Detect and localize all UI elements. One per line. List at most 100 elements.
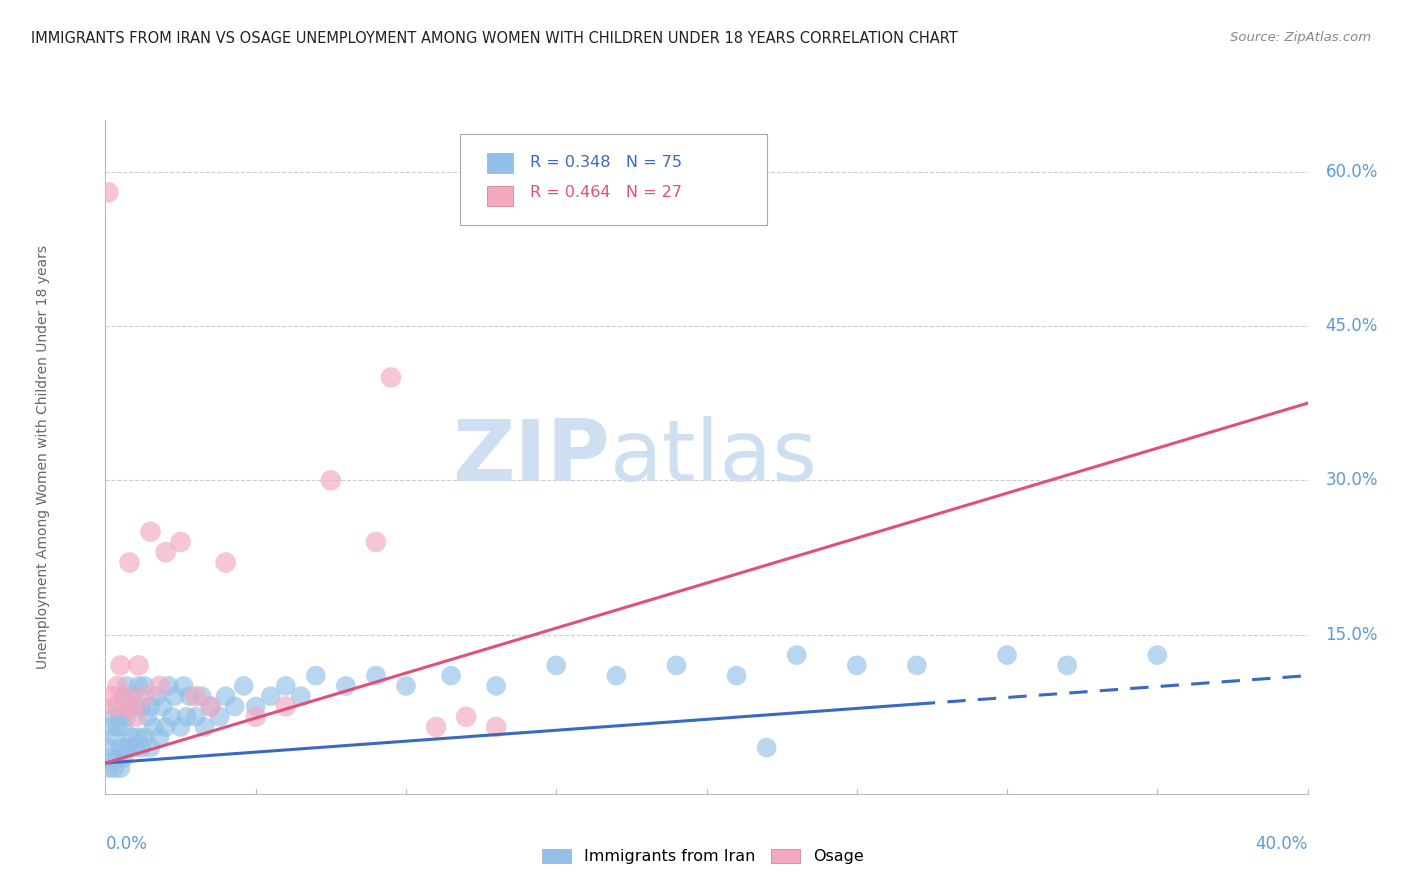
Point xyxy=(107,699,129,714)
Point xyxy=(179,689,201,703)
Point xyxy=(110,761,132,775)
Point xyxy=(425,720,447,734)
Point xyxy=(364,668,387,682)
Point xyxy=(107,720,129,734)
Point xyxy=(103,761,125,775)
Point xyxy=(755,740,778,755)
Point xyxy=(139,740,162,755)
Point xyxy=(100,751,122,765)
Point xyxy=(224,699,246,714)
Point xyxy=(103,710,125,724)
Point xyxy=(145,689,167,703)
Point xyxy=(115,710,138,724)
Point xyxy=(107,679,129,693)
Point xyxy=(118,699,141,714)
Point xyxy=(200,699,222,714)
Point xyxy=(110,710,132,724)
Point xyxy=(160,710,183,724)
Point xyxy=(169,720,191,734)
Point xyxy=(214,556,236,570)
Point xyxy=(245,710,267,724)
FancyBboxPatch shape xyxy=(460,134,766,225)
Point xyxy=(184,710,207,724)
Text: IMMIGRANTS FROM IRAN VS OSAGE UNEMPLOYMENT AMONG WOMEN WITH CHILDREN UNDER 18 YE: IMMIGRANTS FROM IRAN VS OSAGE UNEMPLOYME… xyxy=(31,31,957,46)
Point xyxy=(163,689,186,703)
Text: R = 0.348   N = 75: R = 0.348 N = 75 xyxy=(530,154,682,169)
Point xyxy=(274,699,297,714)
Point xyxy=(115,689,138,703)
Point xyxy=(112,751,135,765)
Point xyxy=(319,473,342,487)
Legend: Immigrants from Iran, Osage: Immigrants from Iran, Osage xyxy=(536,842,870,871)
Point xyxy=(184,689,207,703)
Text: Unemployment Among Women with Children Under 18 years: Unemployment Among Women with Children U… xyxy=(37,245,51,669)
Point xyxy=(995,648,1018,662)
Point xyxy=(214,689,236,703)
Point xyxy=(364,535,387,549)
Point xyxy=(103,731,125,745)
Point xyxy=(173,679,195,693)
Point xyxy=(118,740,141,755)
Point xyxy=(121,731,143,745)
Point xyxy=(200,699,222,714)
Point xyxy=(134,679,156,693)
Text: 45.0%: 45.0% xyxy=(1326,317,1378,335)
Point xyxy=(786,648,808,662)
Point xyxy=(208,710,231,724)
Point xyxy=(155,545,177,559)
Point xyxy=(142,720,165,734)
Point xyxy=(305,668,328,682)
Point xyxy=(148,731,170,745)
Point xyxy=(546,658,568,673)
Point xyxy=(905,658,928,673)
Point xyxy=(97,186,120,200)
Point xyxy=(380,370,402,384)
Text: 0.0%: 0.0% xyxy=(105,835,148,853)
Point xyxy=(97,761,120,775)
Text: 30.0%: 30.0% xyxy=(1326,471,1378,490)
Point xyxy=(454,710,477,724)
Point xyxy=(131,699,153,714)
Point xyxy=(139,699,162,714)
Point xyxy=(1146,648,1168,662)
Point xyxy=(1056,658,1078,673)
Point xyxy=(134,731,156,745)
Point xyxy=(115,740,138,755)
Point xyxy=(115,679,138,693)
Point xyxy=(190,689,212,703)
Point xyxy=(128,731,150,745)
Text: Source: ZipAtlas.com: Source: ZipAtlas.com xyxy=(1230,31,1371,45)
Point xyxy=(157,679,180,693)
Point xyxy=(110,740,132,755)
Point xyxy=(134,689,156,703)
Point xyxy=(107,751,129,765)
Point xyxy=(128,658,150,673)
Text: 60.0%: 60.0% xyxy=(1326,163,1378,181)
Point xyxy=(845,658,868,673)
Point xyxy=(485,679,508,693)
Point xyxy=(136,710,159,724)
Point xyxy=(100,720,122,734)
Point xyxy=(121,699,143,714)
Point xyxy=(124,740,146,755)
Point xyxy=(725,668,748,682)
Point xyxy=(112,720,135,734)
Point xyxy=(112,689,135,703)
Point xyxy=(665,658,688,673)
Point xyxy=(395,679,418,693)
Point xyxy=(260,689,283,703)
Point xyxy=(176,710,198,724)
Point xyxy=(148,679,170,693)
Point xyxy=(152,699,174,714)
FancyBboxPatch shape xyxy=(486,153,513,173)
Point xyxy=(103,699,125,714)
Point xyxy=(194,720,217,734)
Point xyxy=(131,740,153,755)
Point xyxy=(232,679,254,693)
Point xyxy=(124,699,146,714)
Point xyxy=(124,710,146,724)
Point xyxy=(110,658,132,673)
Point xyxy=(139,524,162,539)
Point xyxy=(605,668,627,682)
Point xyxy=(155,720,177,734)
